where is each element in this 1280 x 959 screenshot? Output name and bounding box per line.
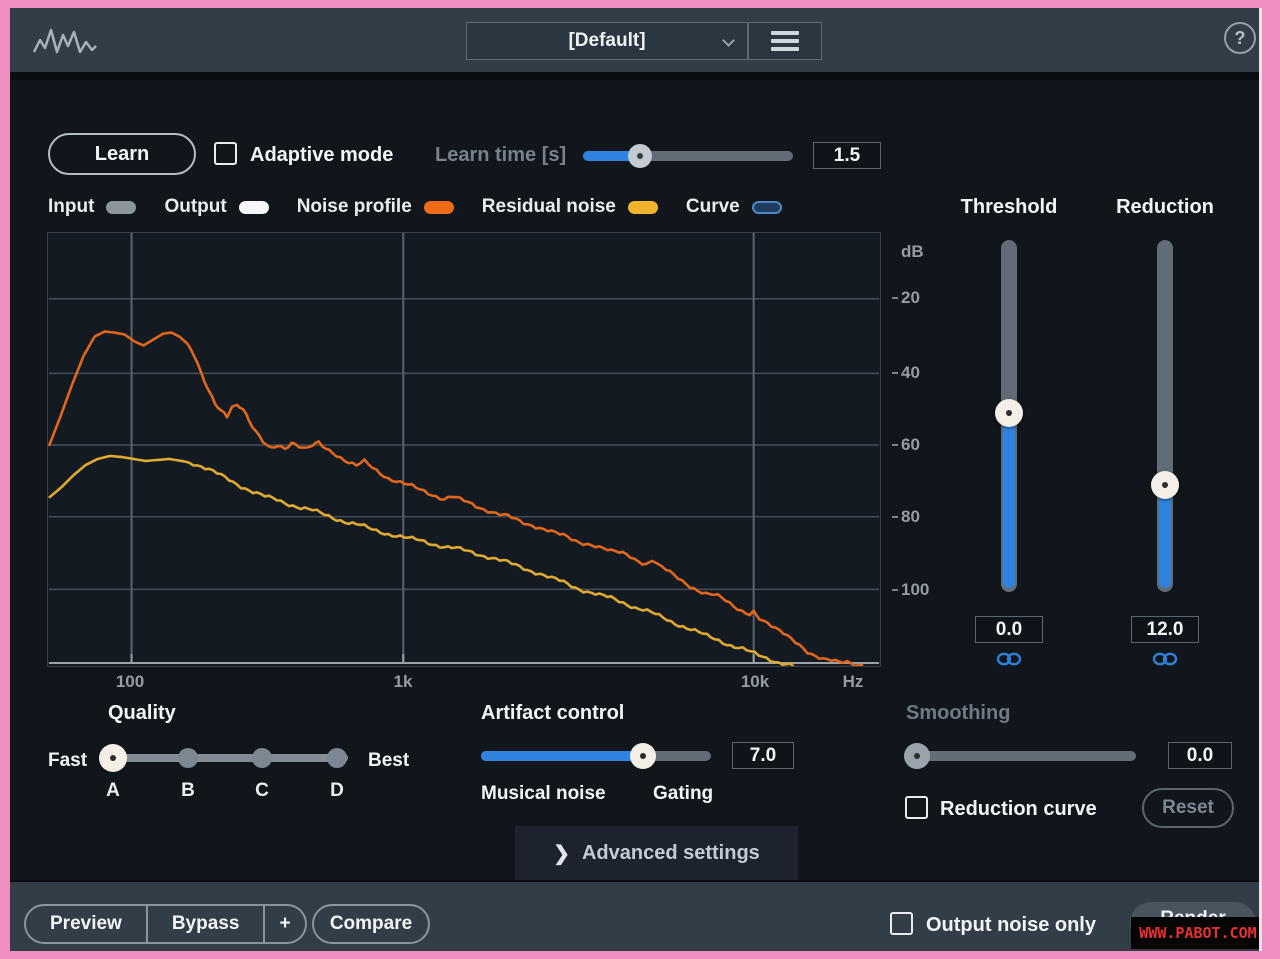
- slider-handle[interactable]: [1151, 471, 1179, 499]
- noise-profile-swatch: [423, 200, 454, 214]
- slider-fill: [481, 751, 643, 761]
- output-noise-only-checkbox[interactable]: [890, 912, 913, 935]
- spectrum-chart: dB 20 40 60 80 100 100 1k 10k Hz: [47, 232, 947, 712]
- compare-button[interactable]: Compare: [312, 904, 430, 944]
- db-axis: dB 20 40 60 80 100: [891, 232, 943, 667]
- advanced-settings-toggle[interactable]: ❯ Advanced settings: [515, 826, 798, 880]
- quality-stop-a[interactable]: [99, 744, 127, 772]
- reduction-curve-label: Reduction curve: [940, 798, 1097, 820]
- question-mark-icon: ?: [1234, 27, 1246, 48]
- learn-time-value[interactable]: 1.5: [813, 142, 881, 169]
- db-tick-label: 100: [891, 580, 930, 599]
- divider: [10, 72, 1259, 80]
- slider-track[interactable]: [906, 751, 1136, 761]
- quality-fast-label: Fast: [48, 750, 88, 771]
- slider-fill: [1159, 485, 1171, 588]
- preview-button[interactable]: Preview: [50, 913, 122, 934]
- artifact-control-label: Artifact control: [481, 702, 625, 724]
- hamburger-icon: [771, 31, 799, 35]
- smoothing-slider[interactable]: [904, 743, 1136, 769]
- hamburger-menu-button[interactable]: [748, 22, 822, 60]
- reduction-curve-checkbox[interactable]: [905, 796, 928, 819]
- slider-handle[interactable]: [630, 743, 656, 769]
- artifact-slider[interactable]: [481, 743, 711, 769]
- freq-tick-label: 1k: [393, 672, 413, 691]
- top-bar: [Default] ?: [10, 8, 1259, 72]
- gating-label: Gating: [653, 783, 714, 804]
- curve-swatch: [751, 200, 782, 214]
- bottom-bar: Preview Bypass + Compare Output noise on…: [10, 880, 1259, 951]
- slider-track[interactable]: [583, 151, 793, 161]
- legend-item-output: Output: [164, 196, 269, 218]
- quality-stop-b[interactable]: [178, 748, 198, 768]
- quality-slider-track[interactable]: [110, 754, 348, 762]
- reduction-value[interactable]: 12.0: [1131, 616, 1199, 643]
- advanced-settings-label: Advanced settings: [581, 841, 760, 864]
- legend-item-noise-profile: Noise profile: [297, 196, 454, 218]
- threshold-label: Threshold: [960, 196, 1058, 218]
- slider-handle[interactable]: [904, 743, 930, 769]
- db-tick-label: 60: [892, 435, 920, 454]
- spectrum-plot[interactable]: [47, 232, 881, 667]
- legend-item-residual-noise: Residual noise: [482, 196, 658, 218]
- denoise-plugin: [Default] ? Learn Adaptive mode Learn ti…: [10, 8, 1262, 951]
- slider-fill: [1003, 413, 1015, 588]
- link-icon[interactable]: [996, 651, 1022, 667]
- output-swatch: [238, 200, 269, 214]
- waveform-logo-icon: [32, 28, 97, 54]
- input-swatch: [106, 200, 137, 214]
- freq-tick-label: 10k: [740, 672, 770, 691]
- db-tick-label: dB: [901, 242, 924, 261]
- legend-item-input: Input: [48, 196, 137, 218]
- frequency-axis: 100 1k 10k Hz: [47, 672, 881, 696]
- learn-button[interactable]: Learn: [48, 133, 196, 175]
- smoothing-value[interactable]: 0.0: [1168, 742, 1232, 769]
- quality-best-label: Best: [368, 750, 410, 771]
- output-noise-only-label: Output noise only: [926, 914, 1096, 936]
- reset-button[interactable]: Reset: [1142, 788, 1234, 828]
- artifact-value[interactable]: 7.0: [732, 742, 794, 769]
- db-tick-label: 80: [892, 507, 920, 526]
- reduction-slider[interactable]: [1151, 240, 1179, 592]
- threshold-slider[interactable]: [995, 240, 1023, 592]
- learn-time-label: Learn time [s]: [435, 144, 567, 166]
- help-button[interactable]: ?: [1224, 22, 1256, 54]
- bypass-button[interactable]: Bypass: [145, 906, 264, 942]
- musical-noise-label: Musical noise: [481, 783, 606, 804]
- legend: Input Output Noise profile Residual nois…: [48, 196, 796, 218]
- smoothing-label: Smoothing: [906, 702, 1011, 724]
- preset-dropdown[interactable]: [Default]: [466, 22, 748, 60]
- adaptive-mode-label: Adaptive mode: [250, 144, 394, 166]
- quality-letter-d[interactable]: D: [330, 780, 344, 801]
- reduction-label: Reduction: [1116, 196, 1214, 218]
- quality-stop-c[interactable]: [252, 748, 272, 768]
- plus-button[interactable]: +: [263, 906, 304, 942]
- slider-handle[interactable]: [995, 399, 1023, 427]
- slider-handle[interactable]: [628, 144, 652, 168]
- quality-letter-a[interactable]: A: [106, 780, 120, 801]
- transport-button-group: Preview Bypass +: [24, 904, 307, 944]
- adaptive-mode-checkbox[interactable]: [214, 142, 237, 165]
- chevron-right-icon: ❯: [553, 842, 570, 865]
- threshold-value[interactable]: 0.0: [975, 616, 1043, 643]
- slider-fill: [583, 151, 640, 161]
- freq-tick-label: 100: [115, 672, 145, 691]
- db-tick-label: 40: [892, 363, 920, 382]
- preset-label: [Default]: [568, 30, 646, 51]
- quality-letter-b[interactable]: B: [181, 780, 195, 801]
- residual-noise-swatch: [627, 200, 658, 214]
- db-tick-label: 20: [892, 288, 920, 307]
- quality-letter-c[interactable]: C: [255, 780, 269, 801]
- chevron-down-icon: [722, 34, 735, 47]
- legend-item-curve: Curve: [686, 196, 782, 218]
- freq-tick-label: Hz: [842, 672, 864, 691]
- watermark: WWW.PABOT.COM: [1131, 917, 1259, 949]
- quality-label: Quality: [108, 702, 176, 724]
- link-icon[interactable]: [1152, 651, 1178, 667]
- quality-stop-d[interactable]: [327, 748, 347, 768]
- learn-time-slider[interactable]: [583, 144, 793, 168]
